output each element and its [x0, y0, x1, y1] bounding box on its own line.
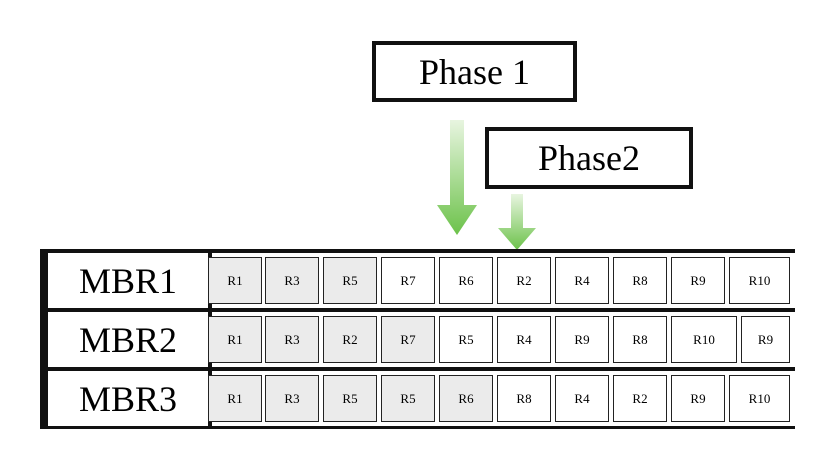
row-label: MBR3	[48, 371, 208, 426]
table-row: MBR3 R1 R3 R5 R5 R6 R8 R4 R2 R9 R10	[48, 371, 795, 426]
table-row: MBR1 R1 R3 R5 R7 R6 R2 R4 R8 R9 R10	[48, 253, 795, 308]
cell: R5	[323, 257, 377, 304]
cell: R10	[671, 316, 737, 363]
cell: R9	[741, 316, 790, 363]
cell: R2	[497, 257, 551, 304]
cell: R4	[497, 316, 551, 363]
cell: R10	[729, 375, 790, 422]
phase-1-label: Phase 1	[419, 51, 530, 92]
cell: R6	[439, 257, 493, 304]
cell: R7	[381, 257, 435, 304]
cell: R9	[555, 316, 609, 363]
phase-2-box: Phase2	[485, 127, 693, 189]
mbr-table: MBR1 R1 R3 R5 R7 R6 R2 R4 R8 R9 R10 MBR2 R1 R3 R2 R7 R5 R…	[40, 249, 795, 429]
cell: R10	[729, 257, 790, 304]
cell: R8	[613, 257, 667, 304]
cell: R5	[439, 316, 493, 363]
cell: R4	[555, 257, 609, 304]
cell: R1	[208, 257, 262, 304]
phase-2-arrow	[498, 194, 536, 250]
cell: R3	[265, 316, 319, 363]
cell: R8	[497, 375, 551, 422]
cell: R3	[265, 257, 319, 304]
table-row: MBR2 R1 R3 R2 R7 R5 R4 R9 R8 R10 R9	[48, 312, 795, 367]
cell: R6	[439, 375, 493, 422]
row-label: MBR2	[48, 312, 208, 367]
phase-1-box: Phase 1	[372, 41, 577, 102]
cell: R5	[381, 375, 435, 422]
phase-1-arrow	[437, 120, 477, 235]
cell: R8	[613, 316, 667, 363]
cell: R9	[671, 257, 725, 304]
cell: R2	[323, 316, 377, 363]
cell: R5	[323, 375, 377, 422]
cell: R7	[381, 316, 435, 363]
row-label: MBR1	[48, 253, 208, 308]
cell: R2	[613, 375, 667, 422]
cell: R1	[208, 316, 262, 363]
phase-2-label: Phase2	[538, 138, 640, 178]
cell: R9	[671, 375, 725, 422]
cell: R1	[208, 375, 262, 422]
cell: R3	[265, 375, 319, 422]
cell: R4	[555, 375, 609, 422]
